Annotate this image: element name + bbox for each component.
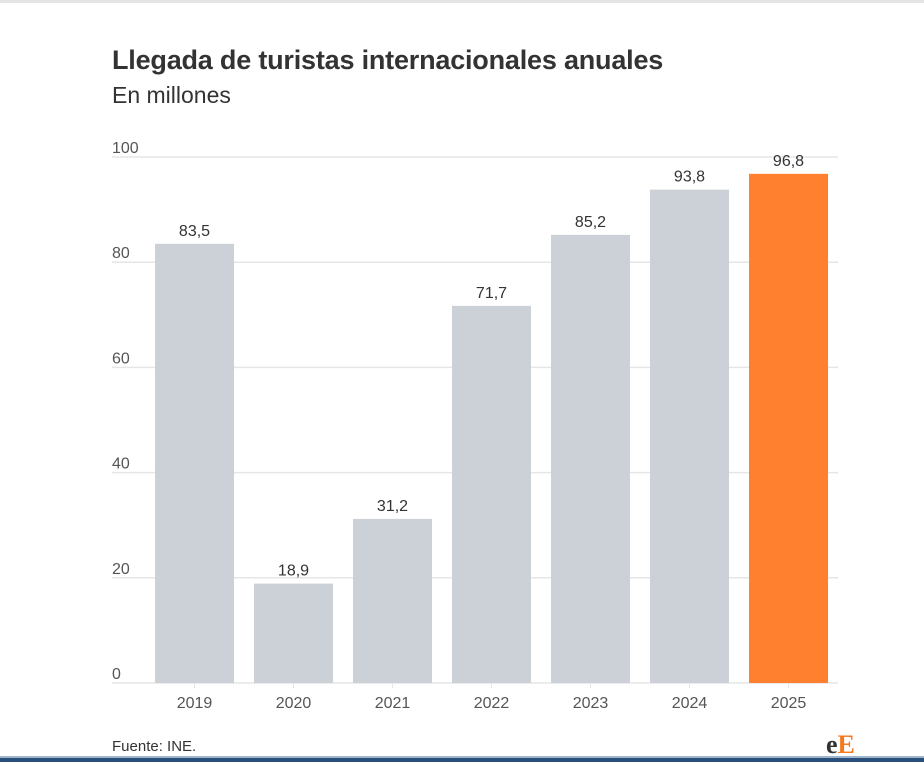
- y-tick-label: 0: [112, 666, 121, 683]
- x-tick-label: 2019: [177, 695, 213, 712]
- x-tick-label: 2024: [672, 695, 708, 712]
- bar-2023: [551, 234, 630, 683]
- data-label: 18,9: [278, 563, 309, 580]
- x-tick-label: 2021: [375, 695, 411, 712]
- chart-title: Llegada de turistas internacionales anua…: [112, 45, 664, 75]
- bottom-border: [0, 758, 924, 762]
- bar-2025: [749, 173, 828, 683]
- data-label: 31,2: [377, 498, 408, 515]
- y-tick-label: 40: [112, 456, 130, 473]
- data-label: 96,8: [773, 153, 804, 170]
- y-tick-label: 60: [112, 350, 130, 367]
- data-label: 71,7: [476, 285, 507, 302]
- x-tick-label: 2020: [276, 695, 312, 712]
- source-note: Fuente: INE.: [112, 738, 197, 755]
- bar-2024: [650, 189, 729, 683]
- logo-E: E: [837, 730, 855, 759]
- data-label: 85,2: [575, 214, 606, 231]
- y-tick-label: 100: [112, 140, 139, 157]
- x-tick-label: 2025: [771, 695, 807, 712]
- chart-subtitle: En millones: [112, 82, 231, 108]
- top-border: [0, 0, 924, 3]
- bar-2022: [452, 305, 531, 683]
- y-tick-label: 80: [112, 245, 130, 262]
- x-tick-label: 2023: [573, 695, 609, 712]
- x-tick-label: 2022: [474, 695, 510, 712]
- bar-2020: [254, 583, 333, 683]
- bar-2019: [155, 243, 234, 684]
- logo-e: e: [826, 730, 838, 759]
- y-tick-label: 20: [112, 561, 130, 578]
- bar-2021: [353, 518, 432, 683]
- publisher-logo: eE: [826, 730, 855, 760]
- bottom-border-light: [0, 756, 924, 758]
- data-label: 93,8: [674, 169, 705, 186]
- data-label: 83,5: [179, 223, 210, 240]
